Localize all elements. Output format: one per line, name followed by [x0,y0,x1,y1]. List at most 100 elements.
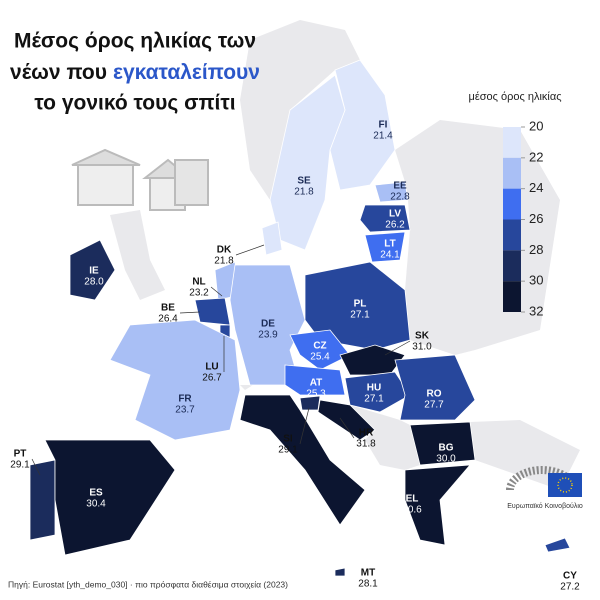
legend-swatch [503,127,521,158]
value-label: 30.0 [436,454,456,465]
logo-text: Ευρωπαϊκό Κοινοβούλιο [507,502,583,510]
leader-line [210,286,223,297]
regions [29,59,571,577]
region-code: EL [406,494,419,505]
legend-swatch [503,281,521,312]
region-code: PL [354,299,367,310]
region-code: PT [14,449,27,460]
value-label: 23.9 [258,330,278,341]
leader-line [299,407,310,445]
value-label: 25.4 [310,352,330,363]
region [364,231,406,263]
region-code: CZ [313,341,326,352]
region-code: CY [563,571,577,582]
legend-swatch [503,219,521,251]
region [359,204,411,233]
region-code: EE [393,181,407,192]
region-code: LV [389,209,401,220]
eu-parliament-logo: Ευρωπαϊκό Κοινοβούλιο [506,466,583,510]
region [304,261,411,351]
region-code: ES [89,488,103,499]
region [344,371,411,413]
leader-line [179,311,201,314]
region [394,354,476,421]
leader-line [384,340,411,356]
region [544,537,571,553]
region-code: LT [384,239,395,250]
value-label: 30.4 [86,499,106,510]
region-code: AT [310,378,323,389]
region-code: SE [297,176,311,187]
region [404,464,471,546]
value-label: 23.2 [189,288,209,299]
value-label: 27.7 [424,400,444,411]
house-icon [71,148,209,211]
title-line-1: Μέσος όρος ηλικίας των [14,30,256,53]
region-code: BG [439,443,454,454]
source: Πηγή: Eurostat [yth_demo_030] · πιο πρόσ… [8,579,288,589]
value-label: 26.2 [385,220,405,231]
region [289,329,351,371]
region-code: IT [239,422,248,433]
title-line-2: νέων που εγκαταλείπουν [10,61,260,84]
region-code: IE [89,266,99,277]
legend-tick-label: 20 [529,118,543,133]
leader-line [235,244,265,256]
region [334,567,346,577]
value-label: 21.8 [214,256,234,267]
value-label: 23.7 [175,405,195,416]
title-part: νέων που [10,61,107,84]
region [69,239,116,301]
region-code: MT [361,568,375,579]
region-code: FR [178,394,192,405]
labels: FI21.4SE21.8EE22.8LV26.2LT24.1DK21.8IE28… [10,120,580,593]
legend-swatch [503,250,521,282]
legend-tick-label: 24 [529,180,543,195]
title-highlight: εγκαταλείπουν [113,61,260,84]
title-line-3: το γονικό τους σπίτι [34,92,235,115]
region [194,297,231,326]
value-label: 29.1 [10,460,30,471]
region [239,394,366,526]
value-label: 31.0 [412,342,432,353]
region-code: BE [161,303,175,314]
legend-swatch [503,157,521,189]
value-label: 29.1 [278,445,298,456]
value-label: 22.8 [390,192,410,203]
legend-tick-label: 22 [529,149,543,164]
region-code: FI [379,120,388,131]
value-label: 27.1 [350,310,370,321]
region-code: SK [415,331,430,342]
legend: 20 22 24 26 28 30 32 [503,118,543,318]
value-label: 30.0 [233,433,253,444]
value-label: 27.2 [560,582,580,593]
value-label: 28.0 [84,277,104,288]
legend-tick-label: 30 [529,273,543,288]
legend-title: μέσος όρος ηλικίας [468,91,561,103]
leader-line [339,417,355,439]
leader-line [31,458,41,476]
value-label: 31.8 [356,439,376,450]
region-code: DE [261,319,275,330]
region-code: SI [283,434,293,445]
value-label: 26.7 [202,373,222,384]
region [317,399,376,441]
region-code: LU [205,362,218,373]
region-code: RO [427,389,442,400]
value-label: 30.6 [402,505,422,516]
legend-tick-label: 32 [529,303,543,318]
legend-tick-label: 26 [529,211,543,226]
region [44,439,176,556]
value-label: 28.1 [358,579,378,590]
value-label: 21.4 [373,131,393,142]
region-code: HR [359,428,374,439]
value-label: 25.3 [306,389,326,400]
legend-tick-label: 28 [529,242,543,257]
value-label: 27.1 [364,394,384,405]
region [374,181,409,203]
region [261,221,283,256]
region [409,421,476,466]
region-code: NL [192,277,205,288]
region [29,459,56,541]
